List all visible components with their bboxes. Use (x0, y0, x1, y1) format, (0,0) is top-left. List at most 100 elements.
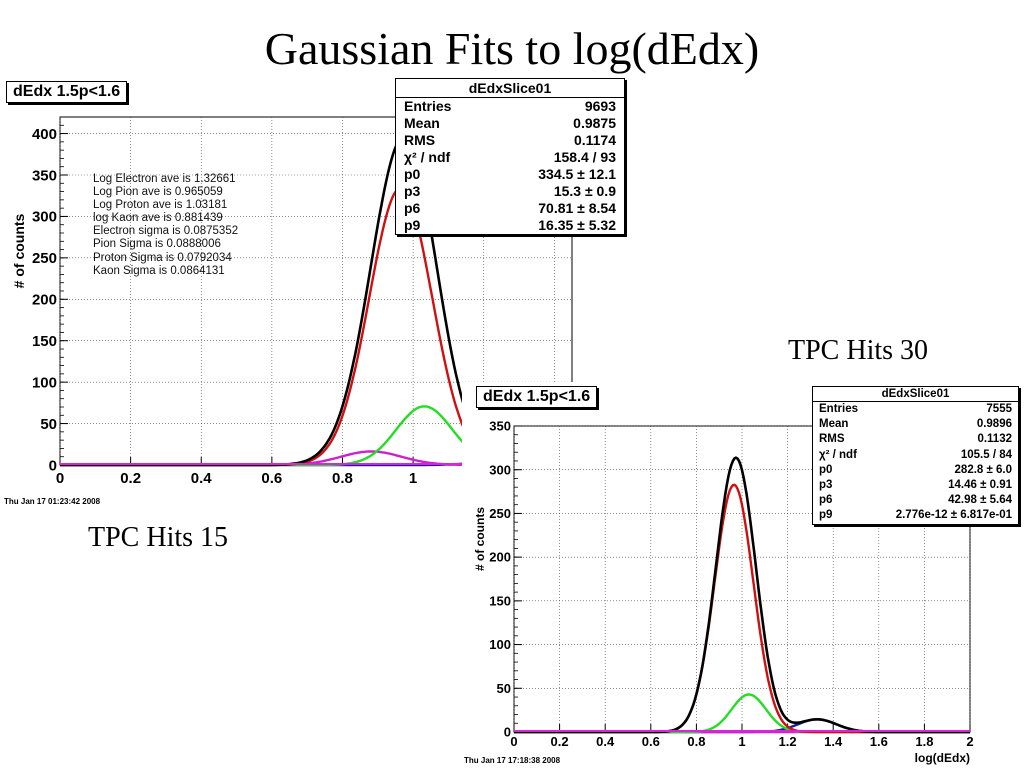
stats-row: p9 2.776e-12 ± 6.817e-01 (813, 508, 1018, 523)
timestamp: Thu Jan 17 17:18:38 2008 (464, 756, 561, 765)
stats-label: p0 (819, 463, 833, 476)
x-tick-label: 1.8 (915, 734, 933, 749)
x-tick-label: 0.2 (551, 734, 569, 749)
x-axis-label: log(dEdx) (915, 751, 970, 765)
stats-label: Entries (819, 403, 858, 415)
stats-value: 158.4 / 93 (553, 149, 616, 165)
stats-value: 2.776e-12 ± 6.817e-01 (895, 509, 1012, 522)
y-tick-label: 350 (32, 167, 57, 184)
x-tick-label: 0.8 (332, 470, 353, 487)
stats-value: 0.9896 (976, 418, 1012, 431)
y-tick-label: 250 (489, 506, 511, 521)
stats-label: p9 (404, 217, 421, 233)
y-tick-label: 400 (32, 126, 57, 143)
stats-label: RMS (819, 433, 845, 446)
y-tick-label: 150 (489, 593, 511, 608)
stats-row: p0 282.8 ± 6.0 (813, 463, 1018, 478)
stats-value: 9693 (584, 98, 616, 114)
note-line: Log Electron ave is 1.32661 (93, 173, 236, 185)
y-tick-label: 100 (489, 637, 511, 652)
y-tick-label: 0 (504, 725, 511, 740)
y-axis-label: # of counts (473, 507, 487, 571)
x-tick-label: 0.8 (687, 734, 705, 749)
x-tick-label: 0.2 (120, 470, 141, 487)
y-tick-label: 0 (49, 457, 57, 474)
x-tick-label: 1 (738, 734, 745, 749)
stats-box-title: dEdxSlice01 (396, 79, 624, 98)
stats-row: p9 16.35 ± 5.32 (396, 217, 624, 234)
y-tick-label: 200 (32, 292, 57, 309)
x-tick-label: 1 (409, 470, 417, 487)
x-tick-label: 1.4 (824, 734, 843, 749)
stats-label: Mean (404, 115, 440, 131)
stats-row: Mean 0.9896 (813, 417, 1018, 432)
stats-label: p3 (404, 183, 421, 199)
caption-left: TPC Hits 15 (88, 522, 229, 553)
stats-label: Mean (819, 418, 849, 431)
note-line: log Kaon ave is 0.881439 (93, 212, 223, 225)
stats-label: p3 (819, 479, 833, 492)
stats-row: RMS 0.1174 (396, 132, 624, 149)
caption-right: TPC Hits 30 (788, 335, 929, 366)
note-line: Log Proton ave is 1.03181 (93, 199, 228, 212)
y-tick-label: 100 (32, 374, 57, 391)
stats-row: Mean 0.9875 (396, 115, 624, 132)
stats-row: p6 70.81 ± 8.54 (396, 200, 624, 217)
note-line: Electron sigma is 0.0875352 (93, 225, 239, 238)
stats-label: p6 (404, 200, 421, 216)
y-axis-label: # of counts (11, 213, 27, 288)
stats-row: p6 42.98 ± 5.64 (813, 493, 1018, 508)
x-tick-label: 1.6 (870, 734, 888, 749)
stats-value: 70.81 ± 8.54 (538, 200, 616, 216)
x-tick-label: 0.4 (596, 734, 615, 749)
stats-value: 334.5 ± 12.1 (538, 166, 616, 182)
stats-value: 0.9875 (573, 115, 616, 131)
stats-row: p0 334.5 ± 12.1 (396, 166, 624, 183)
stats-row: χ² / ndf 105.5 / 84 (813, 448, 1018, 463)
stats-value: 0.1174 (573, 132, 616, 148)
stats-label: p9 (819, 509, 833, 522)
stats-row: p3 15.3 ± 0.9 (396, 183, 624, 200)
x-tick-label: 0.6 (261, 470, 282, 487)
timestamp: Thu Jan 17 01:23:42 2008 (4, 497, 101, 506)
chart-panel-hits30: 0 0.2 0.4 0.6 0.8 1 1.2 1.4 1.6 1.8 2 0 50 100 150 200 2… (462, 382, 1022, 768)
stats-box-hits30: dEdxSlice01 Entries 7555 Mean 0.9896 RMS 0.… (812, 386, 1019, 525)
stats-label: p6 (819, 494, 833, 507)
stats-label: χ² / ndf (404, 149, 451, 165)
x-tick-label: 0.6 (642, 734, 660, 749)
stats-value: 42.98 ± 5.64 (948, 494, 1012, 507)
stats-label: RMS (404, 132, 436, 148)
chart-canvas-hits30: 0 0.2 0.4 0.6 0.8 1 1.2 1.4 1.6 1.8 2 0 50 100 150 200 2… (473, 419, 974, 765)
y-tick-label: 350 (489, 419, 511, 434)
fit-parameters-notes: Log Electron ave is 1.32661 Log Pion ave… (93, 173, 238, 278)
x-tick-label: 2 (966, 734, 973, 749)
note-line: Proton Sigma is 0.0792034 (93, 251, 232, 264)
stats-value: 105.5 / 84 (960, 448, 1012, 461)
x-tick-label: 0 (510, 734, 517, 749)
stats-value: 7555 (986, 403, 1012, 415)
y-tick-label: 200 (489, 550, 511, 565)
stats-row: Entries 7555 (813, 402, 1018, 417)
x-tick-label: 0.4 (191, 470, 213, 487)
note-line: Kaon Sigma is 0.0864131 (93, 264, 225, 277)
note-line: Log Pion ave is 0.965059 (93, 186, 223, 199)
stats-row: RMS 0.1132 (813, 432, 1018, 447)
stats-label: Entries (404, 98, 452, 114)
y-tick-label: 300 (489, 462, 511, 477)
y-tick-label: 150 (32, 333, 57, 350)
histogram-title: dEdx 1.5p<1.6 (6, 81, 128, 103)
stats-value: 14.46 ± 0.91 (948, 479, 1012, 492)
stats-row: p3 14.46 ± 0.91 (813, 478, 1018, 493)
stats-value: 282.8 ± 6.0 (954, 463, 1012, 476)
stats-label: χ² / ndf (819, 448, 857, 461)
page-title: Gaussian Fits to log(dEdx) (264, 23, 760, 74)
stats-box-hits15: dEdxSlice01 Entries 9693 Mean 0.9875 RMS 0.… (395, 78, 625, 235)
stats-value: 15.3 ± 0.9 (553, 183, 616, 199)
stats-value: 16.35 ± 5.32 (538, 217, 616, 233)
histogram-title: dEdx 1.5p<1.6 (476, 386, 598, 408)
stats-row: Entries 9693 (396, 98, 624, 115)
stats-box-title: dEdxSlice01 (813, 387, 1018, 402)
y-tick-label: 300 (32, 209, 57, 226)
x-tick-label: 0 (56, 470, 64, 487)
y-tick-label: 250 (32, 250, 57, 267)
